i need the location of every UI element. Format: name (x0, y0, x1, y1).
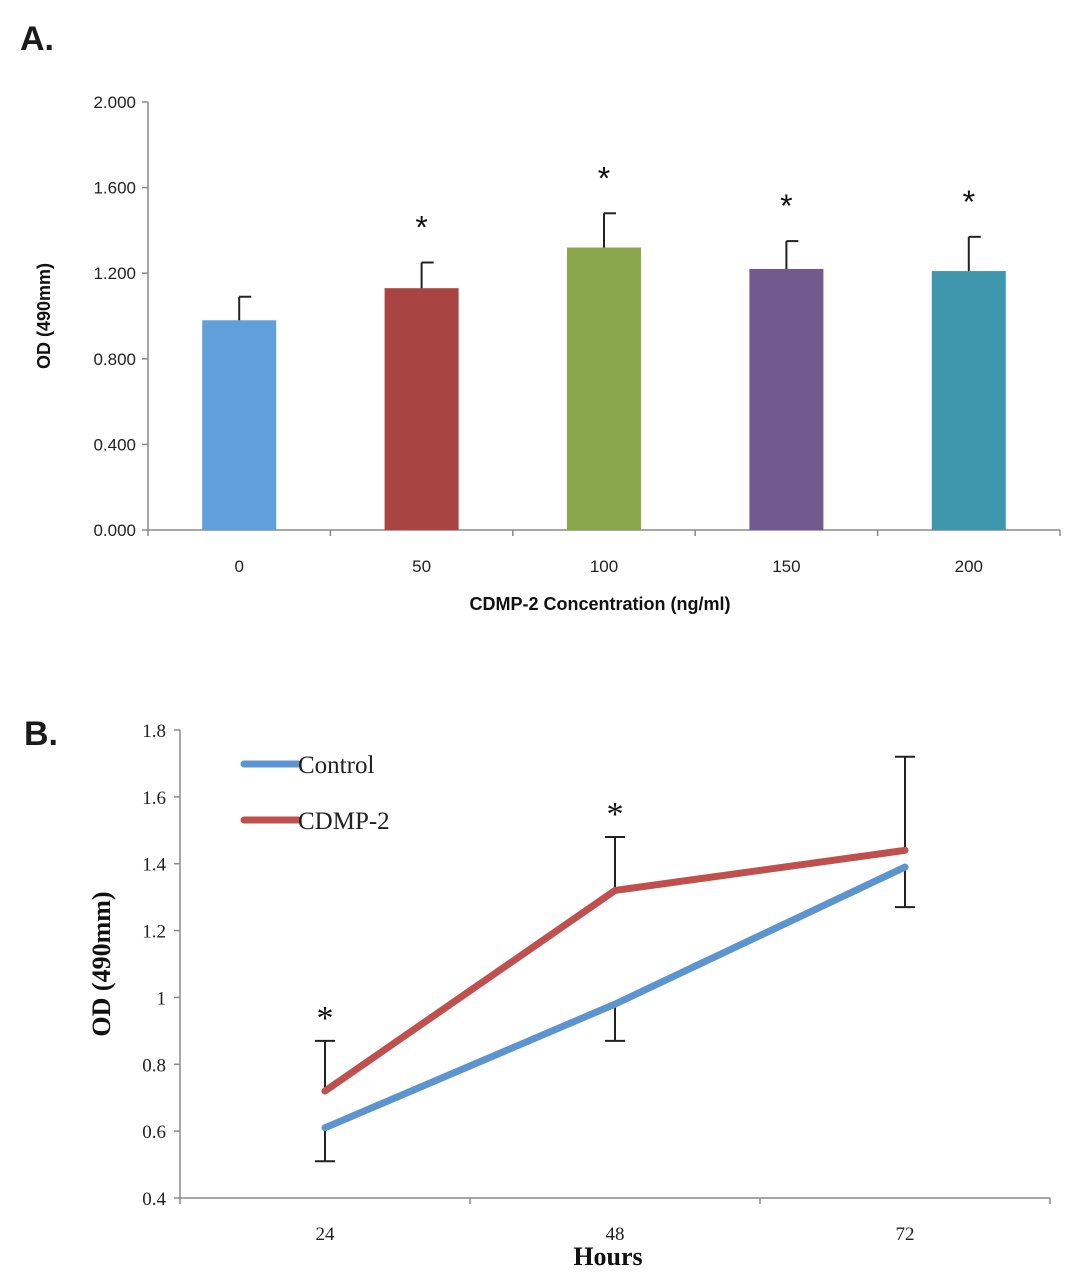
panel-b-x-axis-title: Hours (573, 1242, 642, 1271)
panel-b-legend: Control CDMP-2 (240, 752, 390, 835)
significance-marker-150: * (780, 188, 792, 224)
b-y-tick-label: 1.6 (142, 788, 166, 809)
b-y-tick-label: 1.8 (142, 721, 166, 742)
significance-marker-100: * (598, 160, 610, 196)
b-y-tick-label: 0.8 (142, 1055, 166, 1076)
panel-a-label: A. (20, 20, 54, 58)
bar-150 (749, 268, 824, 530)
panel-b-y-axis-title: OD (490mm) (87, 891, 116, 1036)
a-x-tick-label: 100 (590, 557, 618, 576)
b-y-tick-label: 0.4 (142, 1189, 166, 1210)
panel-a-bars: * * * * (202, 160, 1006, 530)
legend-label-Control: Control (298, 752, 374, 779)
panel-b-x-ticks: 24 48 72 (179, 1198, 1051, 1245)
bar-100 (567, 247, 641, 530)
significance-marker-24: * (317, 1000, 334, 1037)
panel-b-y-ticks: 0.4 0.6 0.8 1 1.2 1.4 1.6 1.8 (142, 721, 180, 1210)
significance-marker-50: * (415, 210, 427, 246)
a-y-tick-label: 1.200 (93, 264, 136, 283)
legend-label-CDMP-2: CDMP-2 (298, 808, 390, 835)
a-y-tick-label: 1.600 (93, 179, 136, 198)
b-y-tick-label: 1.2 (142, 922, 166, 943)
bar-200 (931, 271, 1006, 530)
panel-a-y-axis-title: OD (490mm) (34, 263, 54, 369)
b-x-tick-label: 48 (606, 1224, 625, 1245)
b-y-tick-label: 1.4 (142, 855, 166, 876)
b-y-tick-label: 0.6 (142, 1122, 166, 1143)
a-x-tick-label: 200 (955, 557, 983, 576)
panel-b-series: ** (315, 755, 915, 1163)
panel-b-line-chart: B. 0.40.60.811.21.41.61.8 24 48 72 ** Cont… (24, 715, 1051, 1271)
panel-a-bar-chart: A. 0.000 0.400 0.800 1.200 1.600 2.000 0 50 100… (20, 20, 1061, 614)
significance-marker-200: * (963, 184, 975, 220)
significance-marker-48: * (607, 796, 624, 833)
a-x-tick-label: 0 (234, 557, 243, 576)
panel-a-y-ticks: 0.000 0.400 0.800 1.200 1.600 2.000 (93, 93, 148, 540)
a-x-tick-label: 150 (772, 557, 800, 576)
a-y-tick-label: 0.000 (93, 521, 136, 540)
a-y-tick-label: 0.400 (93, 435, 136, 454)
panel-b-label: B. (24, 715, 58, 753)
a-y-tick-label: 0.800 (93, 350, 136, 369)
bar-0 (202, 320, 277, 530)
b-x-tick-label: 72 (896, 1224, 915, 1245)
panel-a-x-axis-title: CDMP-2 Concentration (ng/ml) (470, 594, 731, 614)
b-y-tick-label: 1 (157, 988, 167, 1009)
a-y-tick-label: 2.000 (93, 93, 136, 112)
bar-50 (384, 288, 459, 530)
panel-a-x-ticks: 0 50 100 150 200 (147, 530, 1061, 576)
a-x-tick-label: 50 (412, 557, 431, 576)
series-line-Control (321, 863, 909, 1132)
series-line-CDMP-2 (321, 846, 909, 1095)
b-x-tick-label: 24 (316, 1224, 336, 1245)
